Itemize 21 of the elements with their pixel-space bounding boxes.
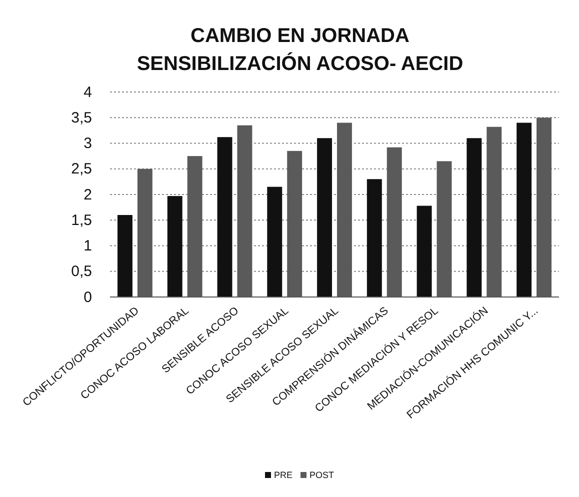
bar: [416, 206, 432, 297]
bar: [366, 179, 382, 297]
legend-label: PRE: [274, 470, 293, 480]
y-tick-label: 3,5: [71, 109, 92, 126]
y-tick-label: 4: [84, 84, 92, 101]
bar: [117, 215, 132, 297]
chart-title: CAMBIO EN JORNADA SENSIBILIZACIÓN ACOSO- AECID: [136, 25, 464, 75]
y-tick-label: 0: [84, 288, 92, 306]
bar: [167, 196, 182, 297]
bar: [267, 186, 282, 297]
bar: [317, 138, 332, 297]
y-tick-label: 3: [84, 135, 92, 152]
y-tick-label: 2: [84, 186, 92, 204]
legend-label: POST: [310, 470, 335, 480]
bar: [516, 122, 532, 297]
y-tick-label: 2,5: [71, 160, 92, 178]
bar: [217, 137, 232, 297]
y-tick-label: 1: [84, 238, 92, 255]
bar: [466, 138, 482, 297]
y-tick-label: 0,5: [71, 263, 92, 280]
y-tick-label: 1,5: [71, 212, 92, 229]
